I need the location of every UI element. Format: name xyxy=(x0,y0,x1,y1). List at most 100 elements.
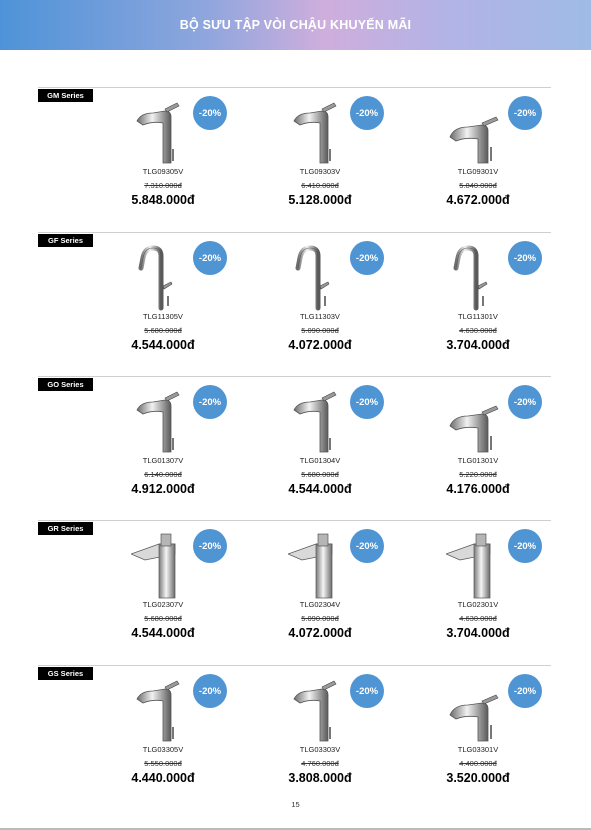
section-divider xyxy=(38,232,551,233)
original-price: 4.760.000đ xyxy=(301,759,339,768)
page-number: 15 xyxy=(291,800,300,809)
original-price: 5.680.000đ xyxy=(144,326,182,335)
discount-badge: -20% xyxy=(508,529,542,563)
product-code: TLG02307V xyxy=(142,600,184,609)
product-card[interactable]: -20% TLG11301V 4.630.000đ 3.704.000đ xyxy=(418,232,578,370)
sale-price: 4.176.000đ xyxy=(446,482,510,496)
original-price: 5.220.000đ xyxy=(459,470,497,479)
product-code: TLG11303V xyxy=(300,312,340,321)
page-title: BỘ SƯU TẬP VÒI CHẬU KHUYẾN MÃI xyxy=(179,18,412,32)
product-card[interactable]: -20% TLG11303V 5.090.000đ 4.072.000đ xyxy=(260,232,420,370)
faucet-short-icon xyxy=(446,386,506,456)
product-card[interactable]: -20% TLG03305V 5.550.000đ 4.440.000đ xyxy=(103,665,263,803)
product-code: TLG03303V xyxy=(299,745,341,754)
discount-badge: -20% xyxy=(193,96,227,130)
product-code: TLG02301V xyxy=(457,600,499,609)
product-card[interactable]: -20% TLG01307V 6.140.000đ 4.912.000đ xyxy=(103,376,263,514)
series-section: GF Series -20% TLG11305V 5.680.000đ 4.544.00… xyxy=(0,232,591,370)
original-price: 6.140.000đ xyxy=(144,470,182,479)
product-card[interactable]: -20% TLG09303V 6.410.000đ 5.128.000đ xyxy=(260,87,420,225)
faucet-tall-icon xyxy=(131,386,191,456)
sale-price: 3.808.000đ xyxy=(288,771,352,785)
original-price: 5.680.000đ xyxy=(144,614,182,623)
sale-price: 5.848.000đ xyxy=(131,193,195,207)
sale-price: 4.072.000đ xyxy=(288,626,352,640)
faucet-gooseneck-icon xyxy=(288,242,348,312)
series-label: GM Series xyxy=(38,89,93,102)
sale-price: 4.544.000đ xyxy=(131,626,195,640)
discount-badge: -20% xyxy=(350,96,384,130)
sale-price: 4.072.000đ xyxy=(288,338,352,352)
faucet-tall-icon xyxy=(131,97,191,167)
original-price: 5.680.000đ xyxy=(301,470,339,479)
section-divider xyxy=(38,520,551,521)
discount-badge: -20% xyxy=(350,385,384,419)
series-label: GF Series xyxy=(38,234,93,247)
discount-badge: -20% xyxy=(193,385,227,419)
product-code: TLG01307V xyxy=(142,456,184,465)
original-price: 6.410.000đ xyxy=(301,181,339,190)
original-price: 5.550.000đ xyxy=(144,759,182,768)
product-code: TLG09303V xyxy=(299,167,341,176)
original-price: 5.090.000đ xyxy=(301,326,339,335)
section-divider xyxy=(38,87,551,88)
section-divider xyxy=(38,376,551,377)
discount-badge: -20% xyxy=(508,241,542,275)
faucet-tall-icon xyxy=(131,675,191,745)
product-card[interactable]: -20% TLG03301V 4.400.000đ 3.520.000đ xyxy=(418,665,578,803)
product-code: TLG11301V xyxy=(458,312,498,321)
section-divider xyxy=(38,665,551,666)
product-card[interactable]: -20% TLG02307V 5.680.000đ 4.544.000đ xyxy=(103,520,263,658)
product-card[interactable]: -20% TLG02301V 4.630.000đ 3.704.000đ xyxy=(418,520,578,658)
product-card[interactable]: -20% TLG09301V 5.840.000đ 4.672.000đ xyxy=(418,87,578,225)
faucet-tall-icon xyxy=(288,97,348,167)
discount-badge: -20% xyxy=(508,674,542,708)
original-price: 4.630.000đ xyxy=(459,326,497,335)
product-card[interactable]: -20% TLG11305V 5.680.000đ 4.544.000đ xyxy=(103,232,263,370)
series-section: GR Series -20% TLG02307V 5.680.000đ 4.544.00… xyxy=(0,520,591,658)
discount-badge: -20% xyxy=(350,529,384,563)
product-code: TLG01301V xyxy=(457,456,499,465)
discount-badge: -20% xyxy=(508,385,542,419)
sale-price: 3.520.000đ xyxy=(446,771,510,785)
original-price: 7.310.000đ xyxy=(144,181,182,190)
sale-price: 3.704.000đ xyxy=(446,338,510,352)
product-card[interactable]: -20% TLG03303V 4.760.000đ 3.808.000đ xyxy=(260,665,420,803)
original-price: 4.630.000đ xyxy=(459,614,497,623)
sale-price: 5.128.000đ xyxy=(288,193,352,207)
discount-badge: -20% xyxy=(193,674,227,708)
series-section: GO Series -20% TLG01307V 6.140.000đ 4.912.00… xyxy=(0,376,591,514)
product-code: TLG01304V xyxy=(299,456,341,465)
faucet-short-icon xyxy=(446,675,506,745)
faucet-gooseneck-icon xyxy=(446,242,506,312)
sale-price: 4.544.000đ xyxy=(288,482,352,496)
product-code: TLG03305V xyxy=(142,745,184,754)
faucet-square-icon xyxy=(130,530,191,600)
product-card[interactable]: -20% TLG02304V 5.090.000đ 4.072.000đ xyxy=(260,520,420,658)
product-code: TLG03301V xyxy=(457,745,499,754)
discount-badge: -20% xyxy=(508,96,542,130)
faucet-square-icon xyxy=(287,530,348,600)
page-header: BỘ SƯU TẬP VÒI CHẬU KHUYẾN MÃI xyxy=(0,0,591,50)
faucet-short-icon xyxy=(446,97,506,167)
series-section: GM Series -20% TLG09305V 7.310.000đ 5.848.00… xyxy=(0,87,591,225)
discount-badge: -20% xyxy=(350,241,384,275)
series-label: GR Series xyxy=(38,522,93,535)
sale-price: 3.704.000đ xyxy=(446,626,510,640)
product-card[interactable]: -20% TLG09305V 7.310.000đ 5.848.000đ xyxy=(103,87,263,225)
product-code: TLG09305V xyxy=(142,167,184,176)
faucet-gooseneck-icon xyxy=(131,242,191,312)
sale-price: 4.440.000đ xyxy=(131,771,195,785)
faucet-tall-icon xyxy=(288,675,348,745)
series-label: GS Series xyxy=(38,667,93,680)
product-card[interactable]: -20% TLG01304V 5.680.000đ 4.544.000đ xyxy=(260,376,420,514)
product-code: TLG11305V xyxy=(143,312,183,321)
original-price: 5.840.000đ xyxy=(459,181,497,190)
series-section: GS Series -20% TLG03305V 5.550.000đ 4.440.00… xyxy=(0,665,591,803)
product-card[interactable]: -20% TLG01301V 5.220.000đ 4.176.000đ xyxy=(418,376,578,514)
discount-badge: -20% xyxy=(193,529,227,563)
discount-badge: -20% xyxy=(193,241,227,275)
page-bottom-border xyxy=(0,828,591,830)
discount-badge: -20% xyxy=(350,674,384,708)
original-price: 4.400.000đ xyxy=(459,759,497,768)
